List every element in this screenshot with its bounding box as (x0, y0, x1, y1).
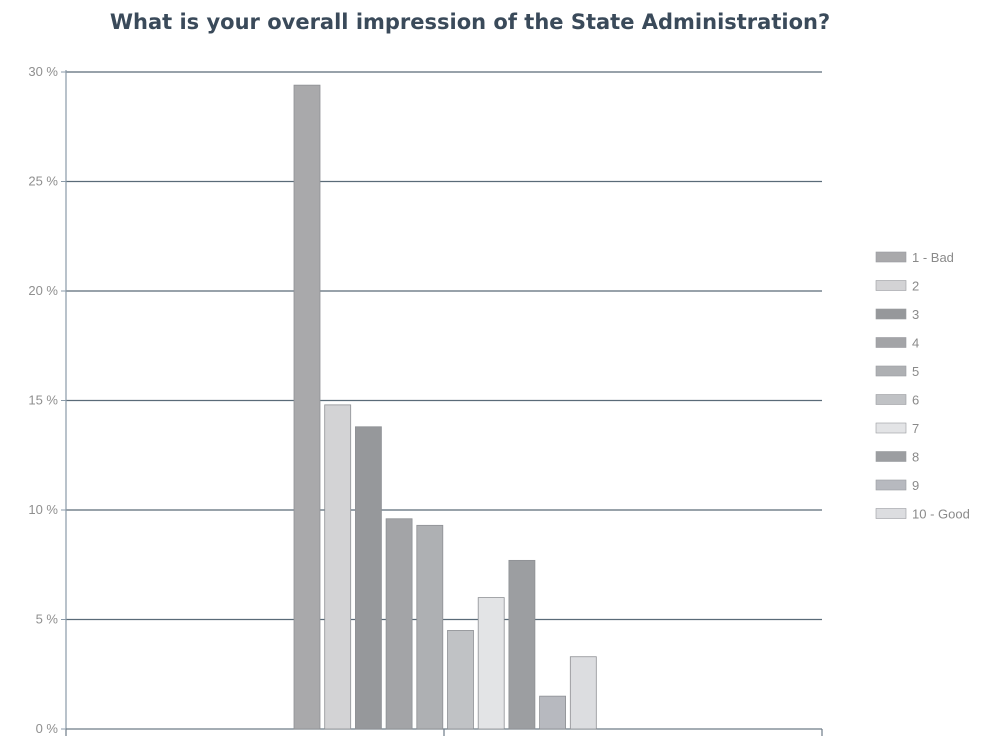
legend-swatch (875, 508, 907, 519)
y-tick-label: 5 % (36, 612, 59, 627)
y-tick-label: 15 % (28, 393, 58, 408)
bar (385, 518, 413, 730)
legend-swatch (875, 365, 907, 377)
legend-swatch (875, 451, 907, 462)
bar (569, 656, 597, 730)
bar (447, 630, 474, 730)
legend-label: 3 (912, 307, 919, 322)
legend-label: 6 (912, 393, 919, 408)
legend-label: 2 (912, 279, 919, 294)
legend-swatch (875, 422, 907, 434)
y-tick-label: 30 % (28, 64, 58, 79)
y-tick-label: 20 % (28, 283, 58, 298)
chart-title: What is your overall impression of the S… (109, 10, 831, 34)
bar (477, 597, 505, 730)
y-tick-label: 10 % (28, 502, 58, 517)
bar (324, 404, 352, 730)
legend: 1 - Bad 2 3 4 5 6 7 8 9 10 - Good (875, 250, 970, 522)
legend-label: 4 (912, 336, 919, 351)
bar (293, 84, 321, 730)
bars (293, 84, 597, 730)
legend-swatch (875, 280, 907, 291)
legend-label: 5 (912, 364, 919, 379)
bar (416, 524, 444, 730)
legend-swatch (875, 479, 907, 491)
legend-swatch (875, 394, 907, 405)
legend-swatch (875, 251, 907, 263)
legend-label: 8 (912, 450, 919, 465)
legend-swatch (875, 337, 907, 348)
bar (508, 559, 536, 730)
y-tick-label: 25 % (28, 174, 58, 189)
legend-label: 1 - Bad (912, 250, 954, 265)
axes (65, 70, 823, 736)
legend-label: 9 (912, 478, 919, 493)
legend-label: 10 - Good (912, 507, 970, 522)
legend-label: 7 (912, 421, 919, 436)
bar (539, 695, 566, 730)
bar (354, 426, 382, 730)
y-axis-ticks: 0 % 5 % 10 % 15 % 20 % 25 % 30 % (28, 64, 66, 736)
y-tick-label: 0 % (36, 721, 59, 736)
legend-swatch (875, 308, 907, 320)
gridlines (66, 71, 822, 621)
